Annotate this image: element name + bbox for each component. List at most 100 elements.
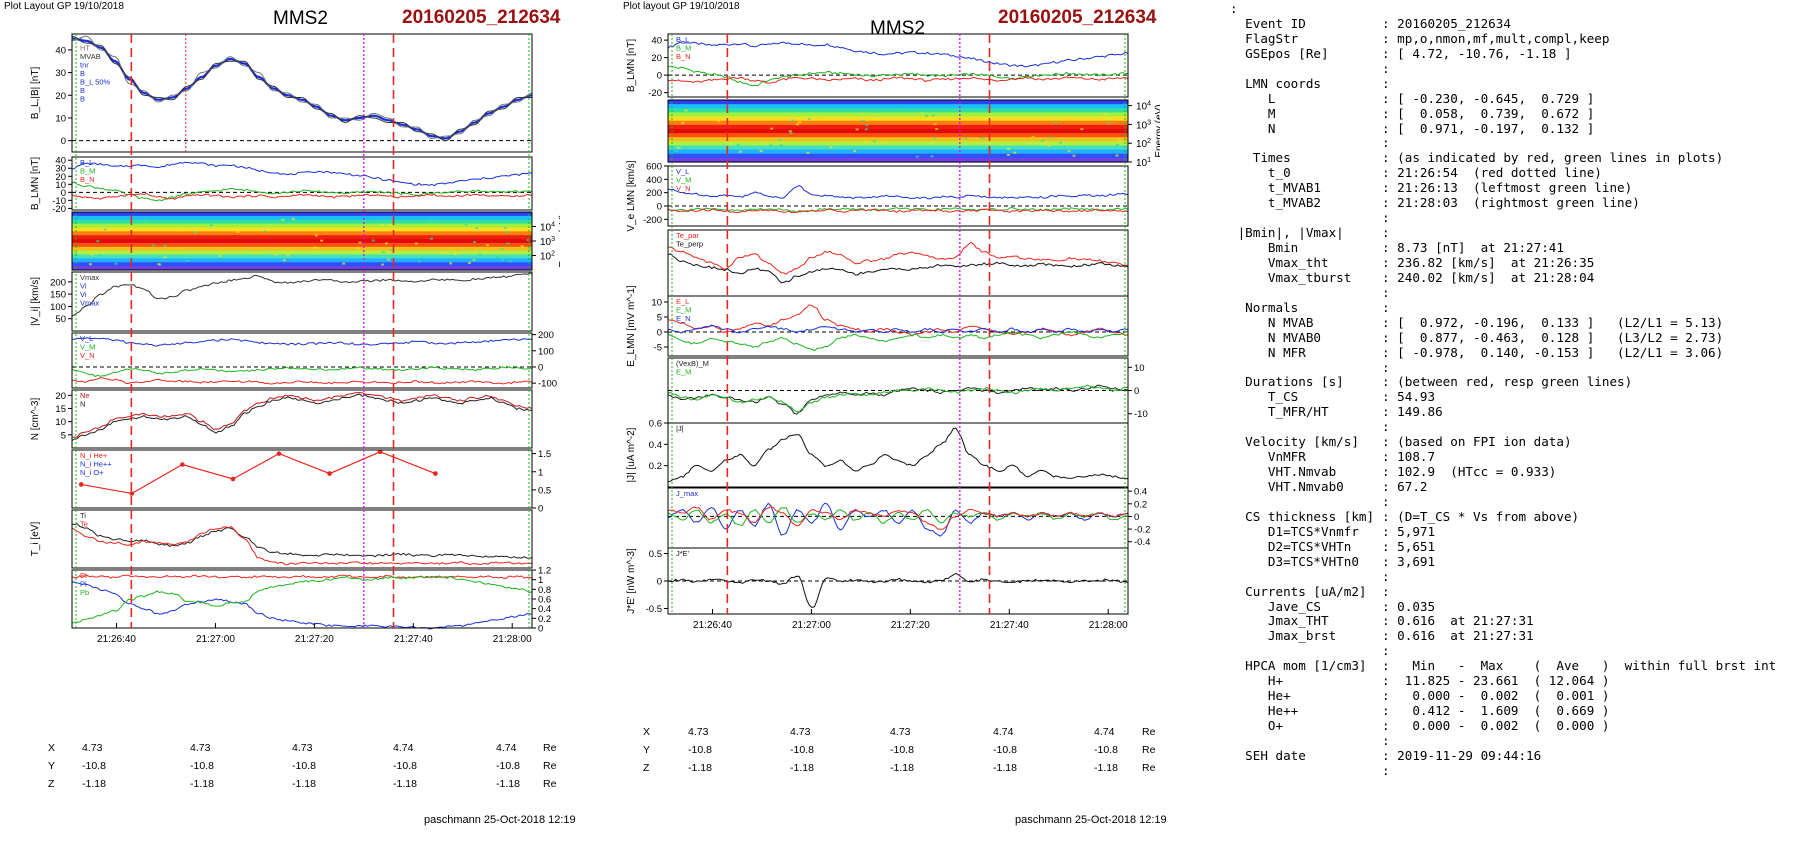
spectrogram-speckle — [790, 119, 794, 122]
x-tick-label: 21:28:00 — [1089, 620, 1128, 631]
summary-value: : 0.035 — [1382, 598, 1436, 614]
series-line-Ne — [71, 392, 533, 438]
spectrogram-band — [668, 137, 1128, 142]
summary-value: : (based on FPI ion data) — [1382, 434, 1572, 450]
spectrogram-speckle — [286, 254, 290, 257]
panel-p2_blmn: -20 0 20 40 B_LMN [nT] B_LB_MB_N — [626, 33, 1129, 99]
spectrogram-speckle — [989, 108, 993, 111]
summary-row: D1=TCS*Vnmfr: 5,971 — [1230, 524, 1800, 540]
legend-label: E_N — [676, 314, 691, 323]
summary-row: : — [1230, 135, 1800, 151]
spectrogram-speckle — [865, 140, 869, 143]
spectrogram-speckle — [429, 218, 433, 221]
y-tick-label: 40 — [55, 45, 66, 56]
y-tick-label: 5 — [61, 430, 66, 441]
y-axis-label: V_e LMN [km/s] — [626, 160, 637, 231]
spectrogram-band — [72, 266, 532, 271]
series-marker — [230, 476, 236, 482]
y-tick-label: 0 — [657, 71, 662, 82]
spectrogram-speckle — [282, 259, 286, 262]
spectrogram-speckle — [313, 246, 317, 249]
y-tick-label: 100 — [50, 302, 66, 313]
summary-value: : 102.9 (HTcc = 0.933) — [1382, 464, 1557, 480]
y-tick-label: 10 — [55, 180, 66, 191]
legend-label: J*E' — [676, 549, 690, 558]
panel-p1_n: 5 10 15 20 N [cm^-3] NeN — [30, 389, 533, 449]
series-marker — [327, 471, 332, 476]
legend-label: Ne — [80, 391, 90, 400]
y-tick-label: 0.5 — [649, 549, 662, 560]
coord-unit: Re — [1142, 726, 1156, 738]
spectrogram-speckle — [103, 228, 107, 231]
series-line-Vi — [71, 272, 533, 317]
legend-label: V_N — [80, 351, 95, 360]
panel-frame — [71, 211, 533, 271]
y-tick-label: 10 — [1134, 363, 1145, 374]
coord-value: 4.73 — [890, 726, 911, 738]
summary-row: Event ID: 20160205_212634 — [1230, 16, 1800, 32]
legend-label: Vi — [80, 282, 87, 291]
y-tick-label: 0 — [657, 328, 662, 339]
series-line-E_M — [667, 330, 1129, 352]
summary-row: : — [1230, 643, 1800, 659]
summary-key — [1230, 136, 1382, 151]
coord-unit: Re — [543, 760, 557, 772]
spectrogram-speckle — [1115, 154, 1119, 157]
coord-value: 4.73 — [790, 726, 811, 738]
summary-row: N MFR: [ -0.978, 0.140, -0.153 ] (L2/L1 … — [1230, 345, 1800, 361]
summary-key: Jmax_THT — [1230, 613, 1329, 629]
panel-frame — [71, 569, 533, 629]
summary-key: GSEpos [Re] — [1230, 45, 1329, 61]
spectrogram-speckle — [873, 110, 877, 113]
spectrogram-speckle — [254, 252, 258, 255]
summary-value: : (D=T_CS * Vs from above) — [1382, 508, 1580, 524]
y-tick-exponent: 4 — [1147, 101, 1151, 108]
coord-value: -10.8 — [496, 760, 520, 772]
summary-row: He+: 0.000 - 0.002 ( 0.001 ) — [1230, 688, 1800, 704]
summary-key — [1230, 62, 1382, 77]
spectrogram-speckle — [263, 230, 267, 233]
legend-label: B_L 50% — [80, 78, 110, 87]
series-line-J_L — [667, 502, 1129, 537]
y-tick-label: 0.5 — [538, 485, 551, 496]
summary-key: N MVAB0 — [1230, 329, 1321, 345]
spectrogram-speckle — [1117, 139, 1121, 142]
summary-value: : 240.02 [km/s] at 21:28:04 — [1382, 269, 1595, 285]
summary-key: VnMFR — [1230, 449, 1306, 465]
legend-label: B — [80, 86, 85, 95]
spectrogram-speckle — [1067, 115, 1071, 118]
y-tick-label: 0 — [538, 362, 543, 373]
x-tick-label: 21:27:20 — [891, 620, 930, 631]
spectrogram-speckle — [759, 149, 763, 152]
spectrogram-speckle — [219, 254, 223, 257]
summary-key: Times — [1230, 150, 1291, 166]
summary-value: : 67.2 — [1382, 479, 1428, 494]
coord-value: -10.8 — [292, 760, 316, 772]
legend-label: Te_perp — [676, 240, 703, 249]
summary-value: : 54.93 — [1382, 389, 1436, 405]
spectrogram-speckle — [1043, 142, 1047, 145]
spectrogram-band — [72, 223, 532, 229]
summary-row: N MVAB0: [ 0.877, -0.463, 0.128 ] (L3/L2… — [1230, 329, 1800, 346]
plot1-layout-label: Plot Layout GP 19/10/2018 — [4, 1, 124, 12]
y-tick-label: 20 — [651, 53, 662, 64]
y-tick-label: -200 — [643, 215, 662, 226]
summary-key: FlagStr — [1230, 30, 1299, 46]
summary-row: Normals: — [1230, 300, 1800, 316]
coord-value: -1.18 — [393, 778, 417, 790]
summary-key: Jave_CS — [1230, 598, 1321, 614]
spectrogram-speckle — [163, 244, 167, 247]
spectrogram-speckle — [449, 262, 453, 265]
summary-value: : — [1382, 419, 1390, 435]
spectrogram-band — [668, 145, 1128, 151]
y-tick-label: 0.4 — [538, 604, 551, 615]
series-line-V_L — [667, 184, 1129, 200]
summary-value: : — [1382, 75, 1390, 91]
legend-label: Pi — [80, 580, 87, 589]
summary-key: VHT.Nmvab — [1230, 464, 1337, 480]
y-tick-label: 0 — [538, 504, 543, 515]
y-axis-label: |V_i| [km/s] — [30, 277, 41, 326]
spectrogram-speckle — [669, 141, 673, 144]
